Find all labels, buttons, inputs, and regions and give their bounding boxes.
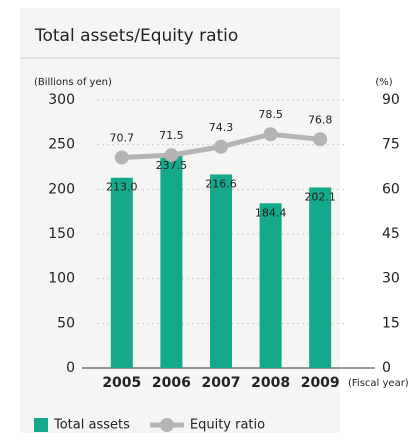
line-value-label: 76.8 [308,113,333,126]
bar [309,187,332,368]
bar-value-label: 202.1 [304,190,336,203]
x-tick-label: 2009 [301,375,340,391]
y2-axis-label: (%) [375,77,392,88]
y-tick-label: 50 [57,315,75,331]
chart-title: Total assets/Equity ratio [34,26,238,46]
line-marker [313,132,328,147]
bar-value-label: 213.0 [106,181,138,194]
y2-tick-label: 30 [382,271,400,287]
x-axis-label: (Fiscal year) [348,378,409,389]
bar [160,155,183,368]
line-value-label: 71.5 [159,129,184,142]
bar [110,177,133,368]
bar [259,203,282,368]
bar-value-label: 216.6 [205,178,237,191]
x-tick-label: 2006 [152,375,191,391]
y-axis-label: (Billions of yen) [34,77,112,88]
line-marker [114,150,129,165]
y-tick-label: 250 [48,137,75,153]
x-tick-label: 2007 [202,375,241,391]
y2-tick-label: 15 [382,315,400,331]
line-marker [164,148,179,163]
y-tick-label: 150 [48,226,75,242]
legend-swatch [159,418,174,432]
y2-tick-label: 45 [382,226,400,242]
y2-tick-label: 60 [382,181,400,197]
y-tick-label: 0 [66,360,75,376]
y-tick-label: 200 [48,181,75,197]
legend-label: Total assets [53,418,130,433]
x-tick-label: 2005 [102,375,141,391]
y-tick-label: 100 [48,271,75,287]
bar-value-label: 184.4 [255,206,287,219]
x-tick-label: 2008 [251,375,290,391]
line-marker [263,127,278,142]
legend-swatch [34,418,48,432]
y2-tick-label: 90 [382,92,400,108]
line-value-label: 74.3 [209,121,234,134]
line-marker [214,139,228,154]
bar [210,174,232,368]
y2-tick-label: 75 [382,137,400,153]
y-tick-label: 300 [48,92,75,108]
line-value-label: 78.5 [258,108,283,121]
legend-label: Equity ratio [190,418,265,433]
y2-tick-label: 0 [382,360,391,376]
line-value-label: 70.7 [110,131,135,144]
bar-value-label: 237.5 [156,159,188,172]
